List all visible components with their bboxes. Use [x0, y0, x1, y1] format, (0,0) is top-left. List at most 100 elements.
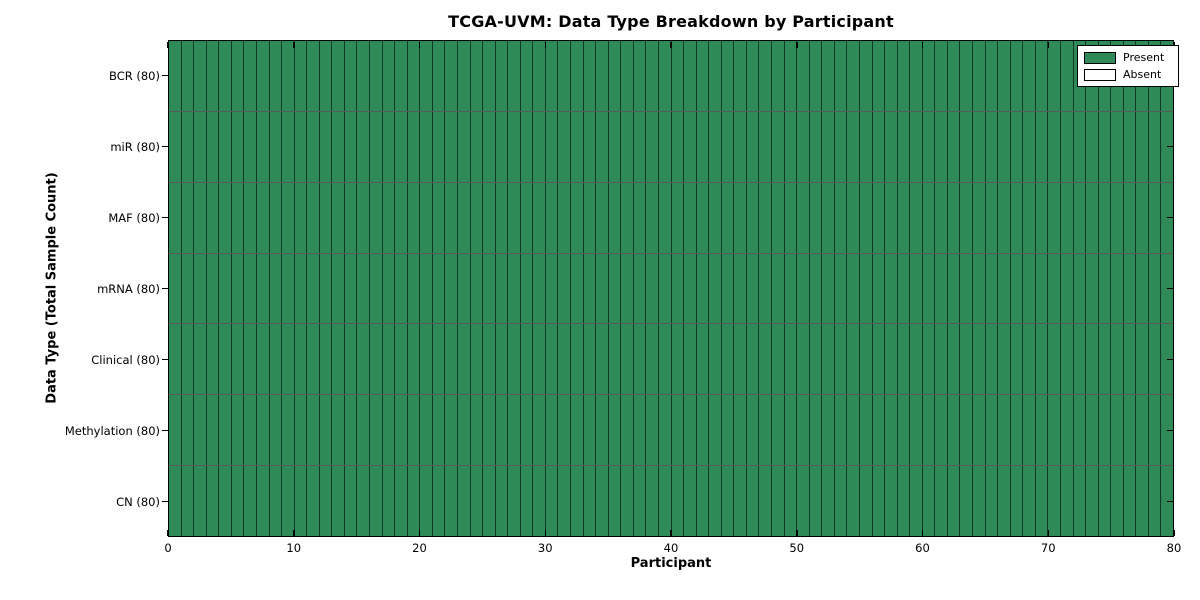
- heatmap-cell: [494, 395, 508, 466]
- heatmap-row-CN: [169, 465, 1173, 537]
- heatmap-cell: [1110, 111, 1123, 182]
- heatmap-cell: [419, 466, 432, 537]
- heatmap-cell: [243, 253, 256, 324]
- heatmap-cell: [318, 324, 332, 395]
- heatmap-cell: [632, 253, 646, 324]
- heatmap-cell: [620, 253, 633, 324]
- heatmap-cell: [494, 253, 508, 324]
- heatmap-cell: [406, 41, 420, 111]
- heatmap-cell: [921, 111, 935, 182]
- heatmap-cell: [193, 111, 206, 182]
- heatmap-row-MAF: [169, 181, 1173, 253]
- heatmap-cell: [997, 324, 1010, 395]
- x-tick-mark-top: [544, 41, 546, 48]
- heatmap-cell: [909, 41, 922, 111]
- heatmap-cell: [544, 41, 558, 111]
- heatmap-cell: [456, 395, 470, 466]
- heatmap-cell: [193, 395, 206, 466]
- heatmap-cell: [708, 41, 721, 111]
- heatmap-cell: [519, 111, 533, 182]
- heatmap-cell: [997, 182, 1010, 253]
- heatmap-cell: [281, 466, 294, 537]
- y-tick-mark-right: [1166, 216, 1173, 218]
- heatmap-cell: [494, 182, 508, 253]
- heatmap-cell: [645, 182, 658, 253]
- heatmap-cell: [972, 466, 985, 537]
- heatmap-cell: [771, 253, 784, 324]
- heatmap-cell: [972, 324, 985, 395]
- heatmap-cell: [833, 182, 847, 253]
- heatmap-cell: [369, 466, 382, 537]
- heatmap-cell: [331, 182, 344, 253]
- heatmap-cell: [632, 182, 646, 253]
- heatmap-cell: [896, 324, 910, 395]
- heatmap-cell: [356, 182, 369, 253]
- heatmap-cell: [431, 41, 445, 111]
- heatmap-cell: [469, 324, 483, 395]
- heatmap-cell: [670, 41, 684, 111]
- x-tick-mark-bottom: [293, 529, 295, 536]
- heatmap-cell: [821, 466, 834, 537]
- heatmap-cell: [318, 466, 332, 537]
- heatmap-cell: [1009, 253, 1023, 324]
- heatmap-cell: [595, 324, 608, 395]
- heatmap-cell: [469, 111, 483, 182]
- heatmap-cell: [281, 111, 294, 182]
- y-tick-mark-right: [1166, 287, 1173, 289]
- heatmap-cell: [255, 41, 269, 111]
- heatmap-cell: [293, 41, 307, 111]
- heatmap-cell: [1147, 324, 1161, 395]
- heatmap-cell: [657, 253, 671, 324]
- y-tick-mark-right: [1166, 500, 1173, 502]
- heatmap-cell: [1122, 182, 1136, 253]
- heatmap-cell: [959, 111, 972, 182]
- heatmap-cell: [1047, 324, 1060, 395]
- y-tick-mark-left: [162, 429, 168, 431]
- heatmap-cell: [720, 41, 734, 111]
- heatmap-cell: [494, 41, 508, 111]
- heatmap-cell: [821, 41, 834, 111]
- heatmap-cell: [783, 182, 797, 253]
- heatmap-cell: [946, 41, 960, 111]
- heatmap-cell: [1097, 182, 1111, 253]
- heatmap-cell: [293, 182, 307, 253]
- heatmap-cell: [909, 182, 922, 253]
- heatmap-cell: [607, 182, 621, 253]
- heatmap-cell: [1059, 324, 1073, 395]
- heatmap-cell: [771, 466, 784, 537]
- heatmap-cell: [1147, 182, 1161, 253]
- heatmap-cell: [946, 466, 960, 537]
- heatmap-cell: [205, 324, 219, 395]
- heatmap-cell: [858, 111, 872, 182]
- x-tick-label-50: 50: [789, 541, 805, 555]
- heatmap-cell: [884, 111, 897, 182]
- y-tick-label-Clinical: Clinical (80): [91, 352, 160, 367]
- heatmap-cell: [255, 395, 269, 466]
- heatmap-cell: [645, 253, 658, 324]
- heatmap-cell: [771, 395, 784, 466]
- heatmap-cell: [582, 111, 596, 182]
- heatmap-cell: [519, 253, 533, 324]
- heatmap-cell: [381, 395, 395, 466]
- heatmap-cell: [456, 253, 470, 324]
- heatmap-cell: [657, 182, 671, 253]
- heatmap-cell: [343, 253, 357, 324]
- heatmap-cell: [193, 253, 206, 324]
- heatmap-cell: [607, 395, 621, 466]
- y-tick-label-Methylation: Methylation (80): [64, 423, 160, 438]
- heatmap-cell: [230, 253, 244, 324]
- heatmap-cell: [1034, 182, 1048, 253]
- heatmap-cell: [745, 395, 759, 466]
- heatmap-cell: [570, 324, 583, 395]
- heatmap-cell: [896, 41, 910, 111]
- heatmap-cell: [205, 466, 219, 537]
- heatmap-cell: [381, 253, 395, 324]
- heatmap-cell: [394, 253, 407, 324]
- heatmap-cell: [921, 395, 935, 466]
- heatmap-cell: [469, 395, 483, 466]
- heatmap-cell: [230, 182, 244, 253]
- heatmap-cell: [595, 395, 608, 466]
- heatmap-cell: [595, 41, 608, 111]
- heatmap-cell: [582, 395, 596, 466]
- heatmap-cell: [871, 466, 885, 537]
